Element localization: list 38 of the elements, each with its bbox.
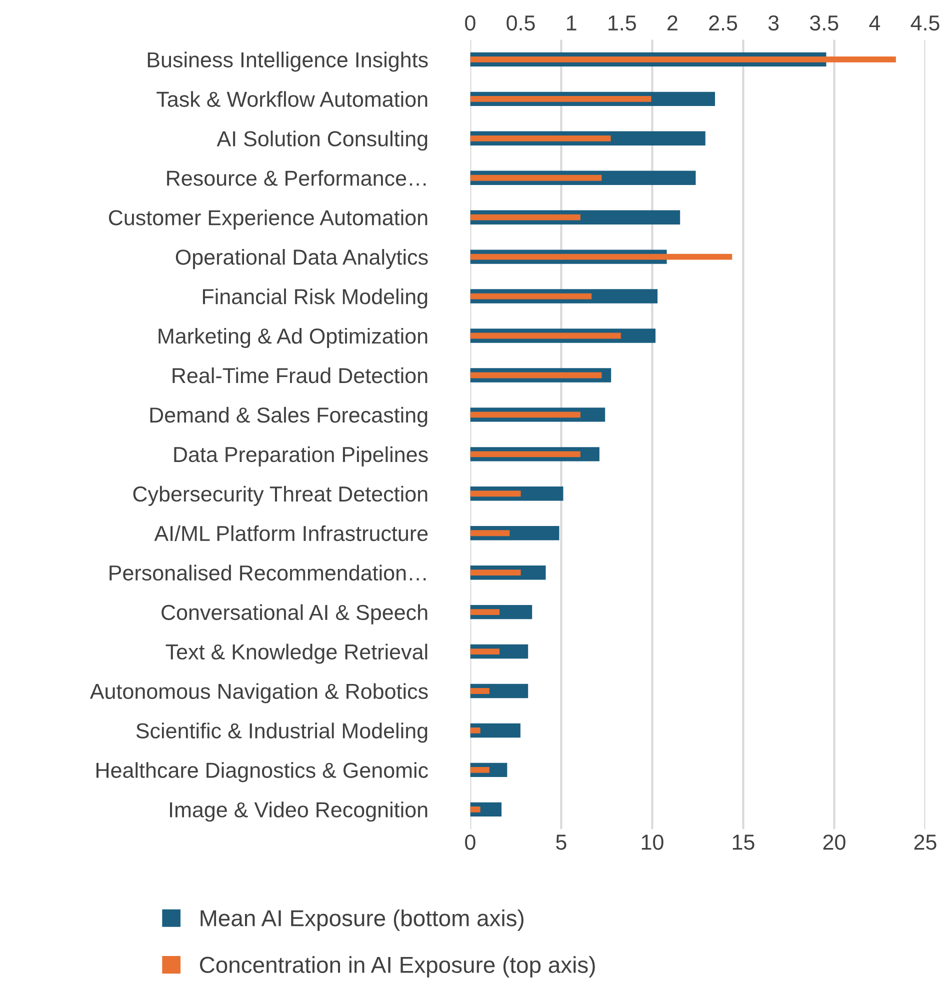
y-tick-label: Healthcare Diagnostics & Genomic (96, 762, 428, 782)
y-tick-label: Business Intelligence Insights (148, 52, 428, 72)
y-tick-label: Image & Video Recognition (170, 802, 428, 822)
y-tick-label: Real-Time Fraud Detection (172, 367, 428, 384)
legend-label: Mean AI Exposure (bottom axis) (200, 909, 524, 931)
y-tick-label: Autonomous Navigation & Robotics (90, 683, 428, 704)
x-tick-label: 0 (465, 834, 476, 850)
y-tick-label: Personalised Recommendation… (110, 564, 426, 581)
y-tick-label: Marketing & Ad Optimization (158, 328, 428, 348)
y-tick-label: Text & Knowledge Retrieval (166, 644, 428, 664)
y-tick-label: Resource & Performance… (167, 170, 426, 186)
y-tick-label: Operational Data Analytics (176, 249, 428, 270)
x2-tick-label: 4.5 (910, 16, 940, 31)
x-tick-label: 20 (823, 834, 846, 850)
x2-tick-label: 0 (465, 15, 476, 31)
x2-tick-label: 2.5 (709, 15, 738, 31)
x2-tick-label: 2 (668, 15, 678, 30)
x-tick-label: 15 (732, 834, 754, 850)
y-tick-label: Financial Risk Modeling (202, 288, 428, 309)
x2-tick-label: 4 (869, 16, 880, 30)
x2-tick-label: 1.5 (608, 16, 636, 31)
y-tick-label: AI/ML Platform Infrastructure (154, 525, 428, 542)
x2-tick-label: 3 (768, 15, 779, 31)
y-tick-label: Conversational AI & Speech (162, 604, 428, 624)
y-tick-label: Scientific & Industrial Modeling (136, 722, 428, 743)
x-tick-label: 25 (914, 834, 936, 850)
x-tick-label: 5 (556, 834, 566, 850)
x-tick-label: 10 (642, 834, 664, 850)
x2-tick-label: 0.5 (506, 15, 535, 31)
y-tick-label: Customer Experience Automation (108, 210, 428, 230)
y-tick-label: Data Preparation Pipelines (174, 446, 428, 466)
x2-tick-label: 1 (566, 16, 576, 30)
y-tick-label: AI Solution Consulting (216, 130, 428, 151)
legend-label: Concentration in AI Exposure (top axis) (200, 956, 595, 978)
y-tick-label: Cybersecurity Threat Detection (133, 486, 428, 506)
y-tick-label: Task & Workflow Automation (156, 91, 428, 107)
y-tick-label: Demand & Sales Forecasting (150, 406, 428, 427)
x2-tick-label: 3.5 (810, 15, 838, 31)
